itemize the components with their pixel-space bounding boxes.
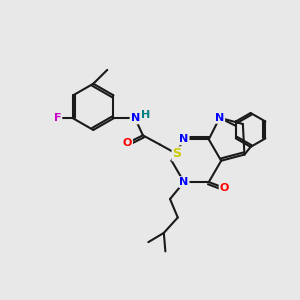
Text: O: O — [123, 138, 132, 148]
Text: F: F — [54, 113, 62, 123]
Text: H: H — [141, 110, 151, 119]
Text: O: O — [220, 183, 229, 193]
Text: N: N — [130, 113, 140, 123]
Text: N: N — [179, 177, 189, 187]
Text: N: N — [179, 134, 189, 144]
Text: N: N — [215, 113, 224, 123]
Text: S: S — [172, 147, 182, 160]
